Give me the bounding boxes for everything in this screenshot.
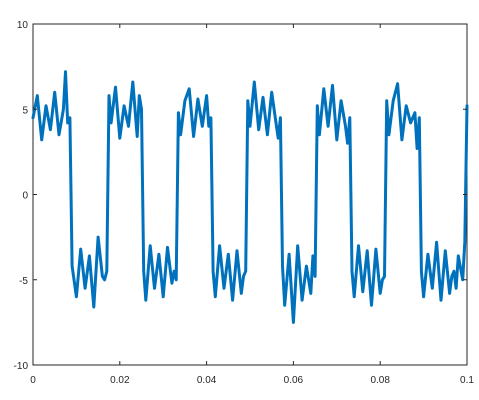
plot-area — [31, 23, 469, 366]
y-axis: -10 -5 0 5 10 — [14, 20, 467, 372]
x-tick-label: 0 — [30, 375, 36, 386]
y-tick-label: 5 — [22, 105, 28, 116]
y-tick-label: 10 — [17, 20, 29, 31]
series-line — [31, 70, 469, 324]
x-tick-label: 0.04 — [197, 375, 217, 386]
x-axis: 0 0.02 0.04 0.06 0.08 0.1 — [30, 24, 474, 386]
x-tick-label: 0.06 — [284, 375, 304, 386]
x-tick-label: 0.02 — [110, 375, 130, 386]
x-tick-label: 0.08 — [370, 375, 390, 386]
y-tick-label: -10 — [14, 361, 29, 372]
plot-frame — [32, 23, 468, 366]
y-tick-label: -5 — [19, 276, 28, 287]
y-tick-label: 0 — [22, 191, 28, 202]
x-tick-label: 0.1 — [460, 375, 474, 386]
